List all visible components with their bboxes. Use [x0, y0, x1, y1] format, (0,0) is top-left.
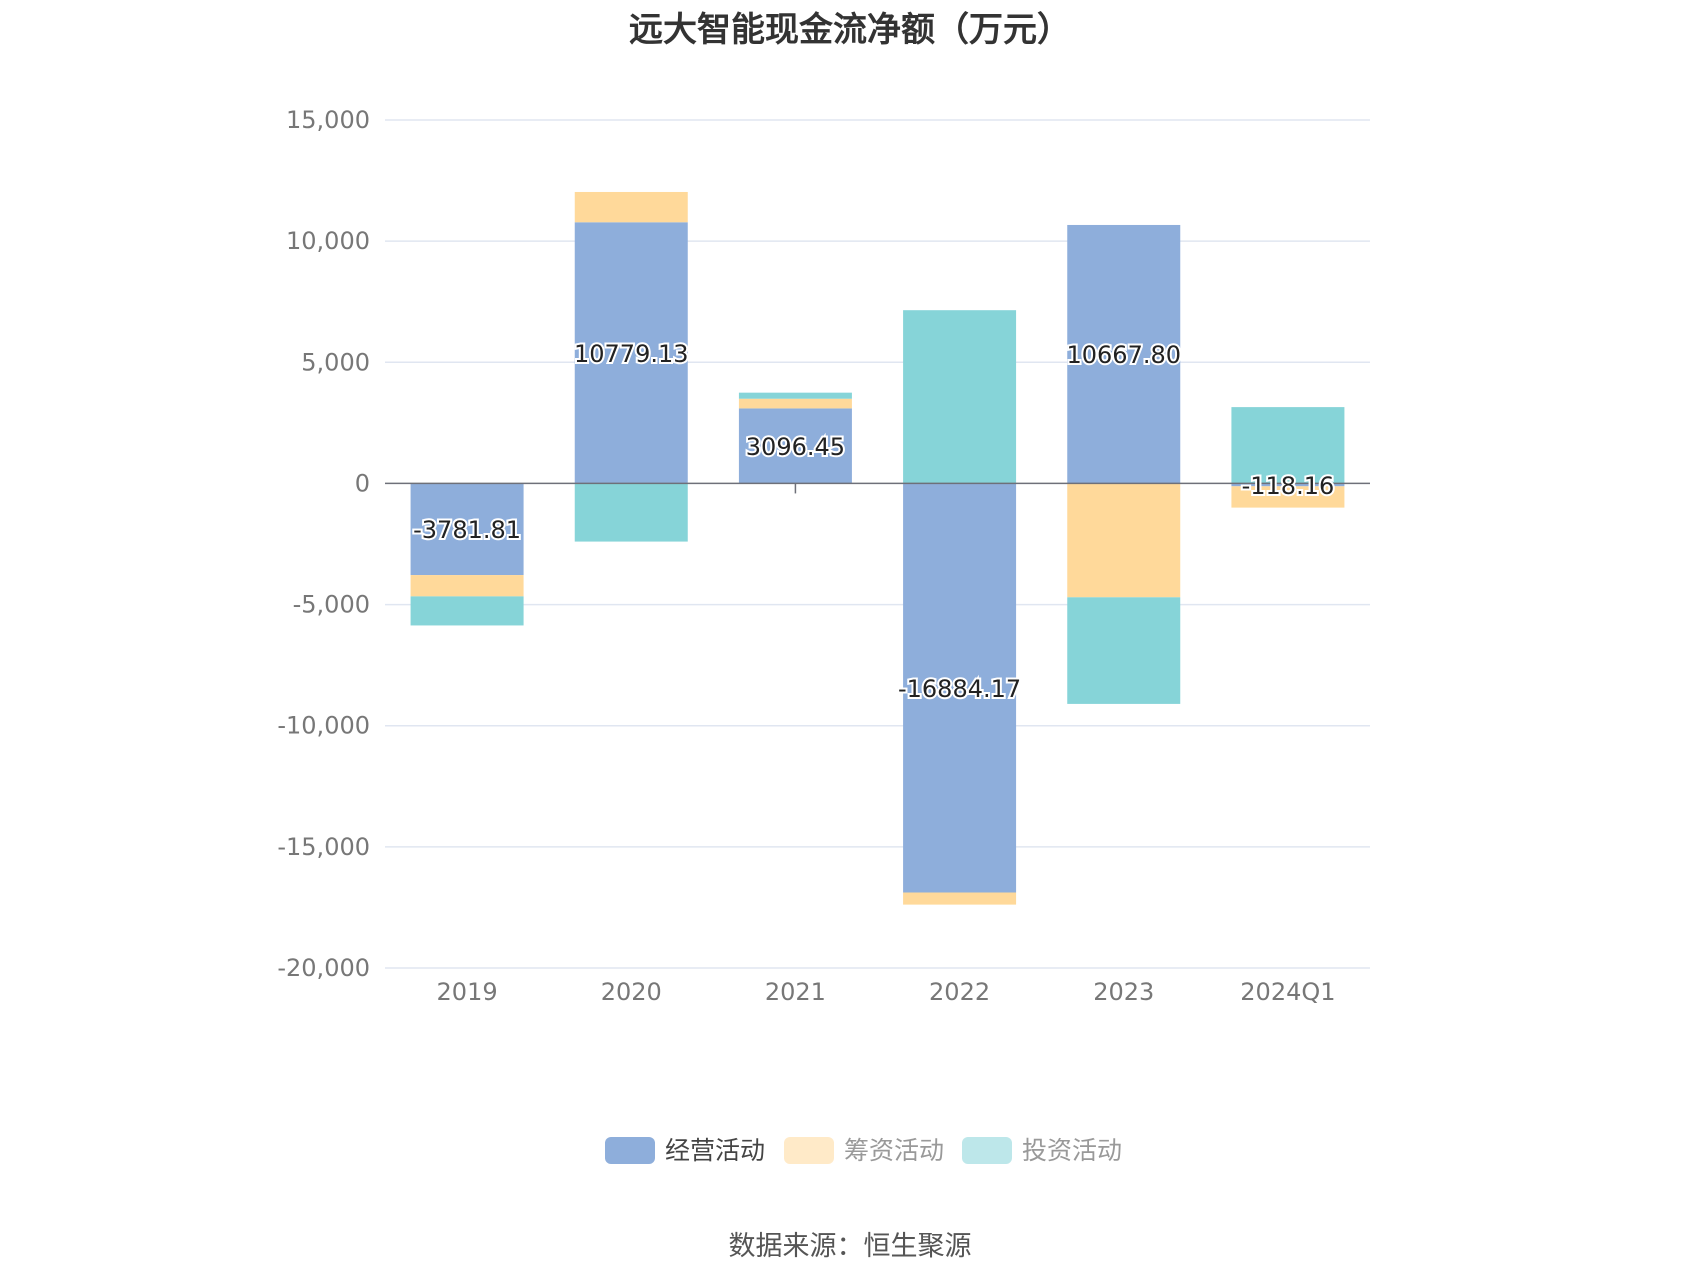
y-tick-label: -15,000	[277, 833, 370, 861]
legend: 经营活动 筹资活动 投资活动	[605, 1136, 1122, 1165]
bar-segment	[1231, 483, 1345, 487]
x-tick-label: 2024Q1	[1240, 978, 1335, 1006]
legend-label[interactable]: 筹资活动	[844, 1136, 944, 1165]
bar-segment	[574, 222, 688, 484]
x-tick-label: 2023	[1093, 978, 1154, 1006]
bar-segment	[410, 575, 524, 597]
y-tick-label: 15,000	[286, 106, 370, 134]
bar-segment	[903, 892, 1017, 905]
bar-segment	[1067, 224, 1181, 484]
bar-segment	[738, 392, 852, 399]
x-tick-label: 2020	[601, 978, 662, 1006]
y-tick-label: -20,000	[277, 954, 370, 982]
data-label: -16884.17	[898, 675, 1021, 703]
bar-segment	[574, 483, 688, 542]
bar-segment	[903, 483, 1017, 893]
data-label: 10667.80	[1066, 341, 1181, 369]
data-labels: -3781.81 10779.13 3096.45 -16884.17 10667.80…	[411, 338, 1336, 705]
legend-label[interactable]: 经营活动	[665, 1136, 765, 1165]
bar-segment	[410, 596, 524, 626]
bar-marks	[410, 191, 1345, 905]
bar-segment	[738, 398, 852, 409]
x-tick-label: 2022	[929, 978, 990, 1006]
bar-segment	[1067, 483, 1181, 598]
legend-swatch[interactable]	[962, 1137, 1012, 1164]
bar-segment	[574, 191, 688, 223]
source-note: 数据来源：恒生聚源	[728, 1231, 972, 1262]
data-label: 10779.13	[574, 340, 689, 368]
bar-segment	[738, 408, 852, 484]
y-tick-label: 10,000	[286, 227, 370, 255]
x-tick-label: 2021	[765, 978, 826, 1006]
data-label: -3781.81	[413, 516, 521, 544]
y-tick-label: -10,000	[277, 712, 370, 740]
legend-swatch[interactable]	[784, 1137, 834, 1164]
x-tick-label: 2019	[437, 978, 498, 1006]
y-tick-label: -5,000	[293, 591, 370, 619]
y-tick-label: 5,000	[301, 348, 370, 376]
x-axis: 2019 2020 2021 2022 2023 2024Q1	[437, 978, 1336, 1006]
bar-segment	[1067, 597, 1181, 704]
data-label: -118.16	[1242, 472, 1335, 500]
bar-segment	[903, 310, 1017, 484]
bar-segment	[1231, 407, 1345, 484]
data-label: 3096.45	[746, 433, 845, 461]
y-axis: 15,000 10,000 5,000 0 -5,000 -10,000 -15,000 -2…	[277, 106, 370, 982]
chart-title: 远大智能现金流净额（万元）	[629, 10, 1071, 50]
legend-swatch[interactable]	[605, 1137, 655, 1164]
zero-axis	[385, 482, 1370, 494]
bar-segment	[1231, 486, 1345, 508]
legend-label[interactable]: 投资活动	[1022, 1136, 1122, 1165]
y-tick-label: 0	[355, 469, 370, 497]
grid-lines	[385, 119, 1370, 969]
bar-segment	[410, 483, 524, 576]
